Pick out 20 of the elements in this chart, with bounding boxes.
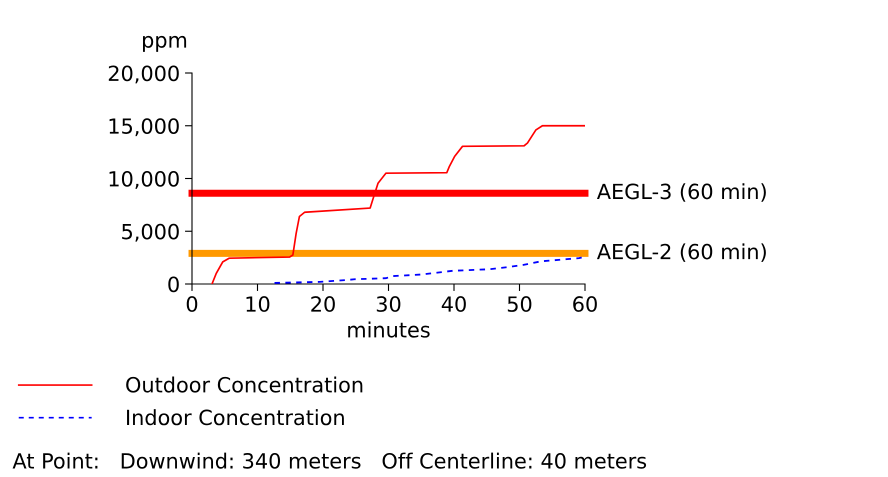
x-tick-label: 10 bbox=[246, 296, 270, 312]
line-series bbox=[274, 256, 585, 284]
y-tick-label: 5,000 bbox=[122, 224, 179, 242]
x-axis-title: minutes bbox=[348, 322, 430, 338]
y-axis-title: ppm bbox=[143, 36, 186, 52]
ref-line-label: AEGL-3 (60 min) bbox=[596, 183, 766, 202]
legend-label: Indoor Concentration bbox=[127, 409, 344, 426]
ref-line-label: AEGL-2 (60 min) bbox=[596, 243, 766, 262]
x-tick-label: 0 bbox=[186, 296, 198, 312]
x-tick-label: 40 bbox=[442, 296, 466, 312]
x-tick-label: 20 bbox=[311, 296, 335, 312]
text: At Point: Downwind: 340 meters Off Centerline: 40 meters bbox=[12, 452, 646, 469]
y-tick-label: 20,000 bbox=[108, 65, 179, 84]
y-tick-label: 0 bbox=[168, 276, 179, 292]
x-tick-label: 60 bbox=[573, 296, 597, 312]
x-tick-label: 30 bbox=[376, 296, 400, 312]
x-tick-label: 50 bbox=[508, 296, 532, 312]
legend-label: Outdoor Concentration bbox=[126, 376, 362, 393]
y-tick-label: 10,000 bbox=[110, 170, 179, 189]
y-tick-label: 15,000 bbox=[110, 118, 179, 136]
